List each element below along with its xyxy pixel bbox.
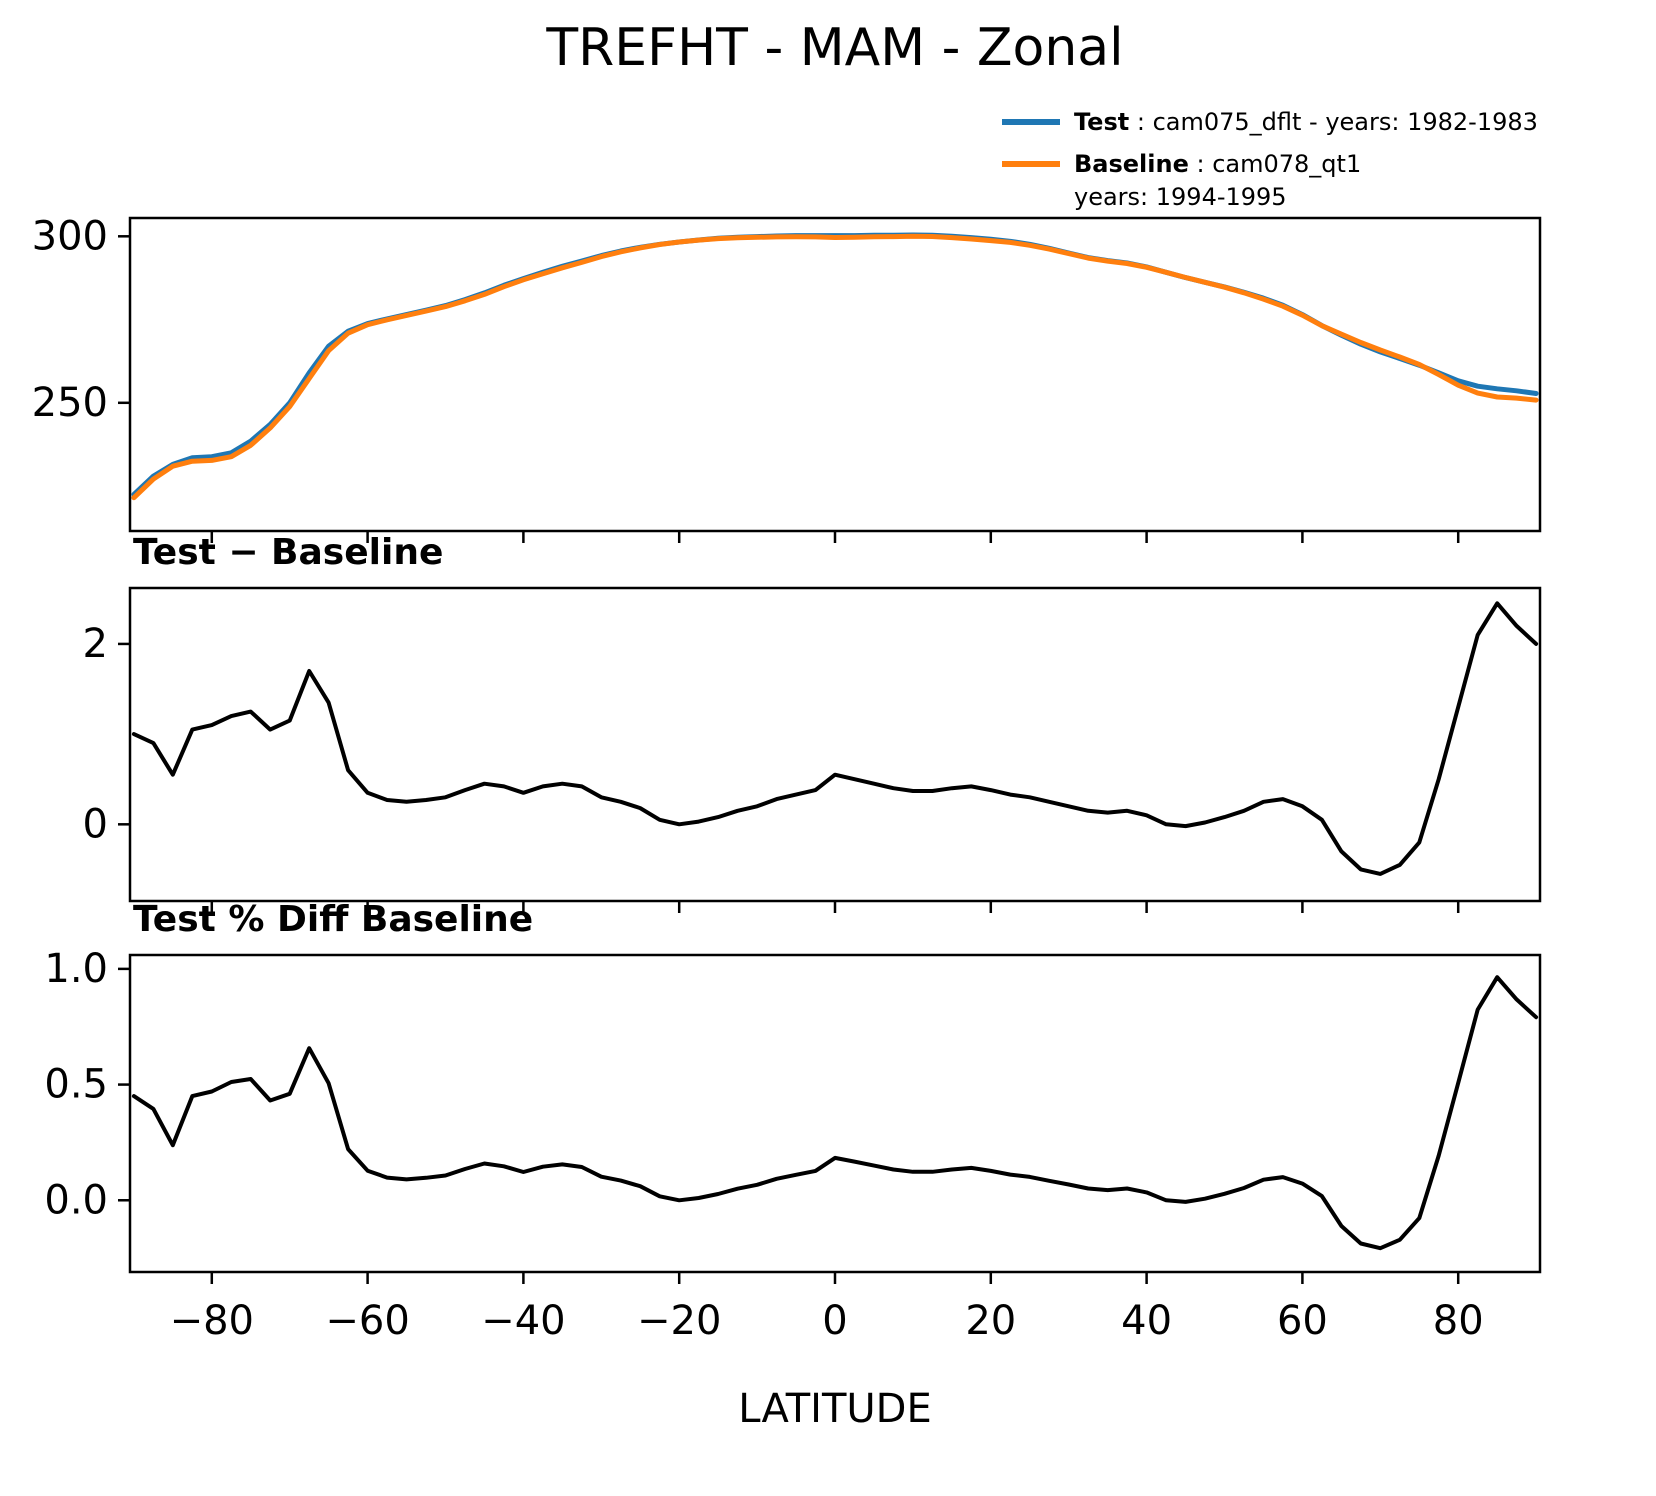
y-tick-label: 2 <box>83 621 108 667</box>
x-tick-label: −40 <box>481 1298 565 1344</box>
panel-1-spines <box>128 216 1542 533</box>
baseline-line <box>131 233 1539 501</box>
y-tick-label: 0 <box>83 801 108 847</box>
x-axis-label: LATITUDE <box>738 1386 932 1432</box>
panel-3-spines <box>128 953 1542 1274</box>
y-tick-label: 0.5 <box>44 1062 108 1108</box>
x-tick-label: 80 <box>1433 1298 1484 1344</box>
y-tick-label: 300 <box>32 213 108 259</box>
figure-title: TREFHT - MAM - Zonal <box>546 18 1124 78</box>
test-pct-diff-baseline-line <box>131 975 1539 1251</box>
x-tick-label: 60 <box>1277 1298 1328 1344</box>
legend-baseline-desc: : cam078_qt1 <box>1188 149 1362 178</box>
x-tick-label: −20 <box>637 1298 721 1344</box>
percent-difference-panel-title: Test % Diff Baseline <box>133 899 534 940</box>
legend-baseline-line1: Baseline : cam078_qt1 <box>1074 150 1361 178</box>
legend-item-test: Test : cam075_dflt - years: 1982-1983 <box>1002 106 1538 140</box>
test-line-swatch <box>1002 119 1060 125</box>
legend-test-desc: : cam075_dflt - years: 1982-1983 <box>1129 108 1538 136</box>
legend-test-label: Test <box>1074 108 1130 136</box>
legend-baseline-label: Baseline <box>1074 149 1189 178</box>
legend-baseline-years: years: 1994-1995 <box>1074 183 1287 212</box>
x-tick-label: −80 <box>170 1298 254 1344</box>
x-tick-label: 0 <box>822 1298 847 1344</box>
test-line <box>131 232 1539 497</box>
x-tick-label: 40 <box>1121 1298 1172 1344</box>
x-tick-label: −60 <box>325 1298 409 1344</box>
x-tick-label: 20 <box>965 1298 1016 1344</box>
test-minus-baseline-line <box>131 601 1539 876</box>
legend: Test : cam075_dflt - years: 1982-1983 Ba… <box>1002 106 1538 223</box>
legend-test-text: Test : cam075_dflt - years: 1982-1983 <box>1074 106 1538 140</box>
legend-item-baseline: Baseline : cam078_qt1 years: 1994-1995 <box>1002 148 1538 215</box>
y-tick-label: 0.0 <box>44 1177 108 1223</box>
difference-panel-title: Test − Baseline <box>133 532 444 573</box>
y-tick-label: 1.0 <box>44 946 108 992</box>
y-tick-label: 250 <box>32 380 108 426</box>
baseline-line-swatch <box>1002 160 1060 167</box>
legend-baseline-text: Baseline : cam078_qt1 years: 1994-1995 <box>1074 148 1361 215</box>
